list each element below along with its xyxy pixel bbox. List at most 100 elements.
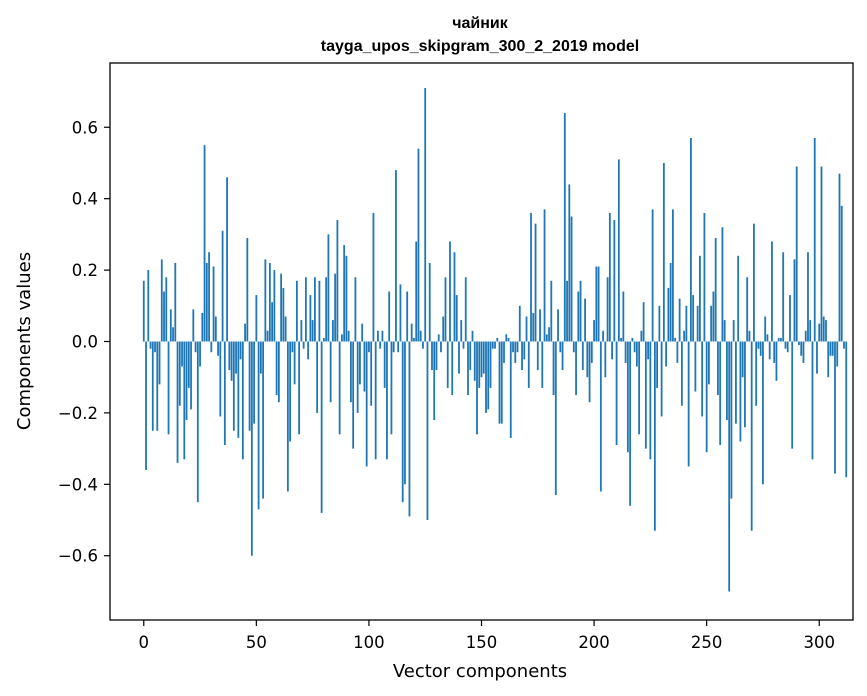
bar-component-23 [194,341,197,353]
bar-component-225 [649,341,652,460]
bar-component-258 [723,320,726,342]
bar-component-127 [428,262,431,342]
bar-component-111 [392,341,395,353]
bar-component-104 [377,330,379,342]
bar-component-130 [435,341,438,371]
bar-component-312 [845,341,848,478]
bar-component-69 [298,341,301,435]
y-tick-label: 0.6 [72,118,98,137]
bar-component-7 [158,341,161,385]
bar-component-212 [620,337,622,342]
bar-component-219 [635,341,638,367]
bar-component-177 [541,341,544,388]
y-tick-label: −0.4 [58,475,98,494]
y-tick-label: −0.6 [58,547,98,566]
bar-component-163 [509,341,512,438]
bar-component-5 [154,341,156,353]
bar-component-304 [827,341,830,378]
bar-component-232 [665,341,668,367]
bar-component-224 [647,341,650,360]
bar-component-64 [286,341,289,492]
bar-component-37 [226,177,228,342]
bar-component-15 [176,341,179,463]
bar-component-221 [640,330,643,342]
bar-component-123 [419,330,422,342]
bar-component-288 [791,341,794,449]
bar-component-183 [554,341,557,496]
bar-component-289 [793,259,796,342]
bar-component-33 [217,341,219,356]
bar-component-76 [313,277,316,342]
bar-component-278 [768,341,771,360]
bar-component-170 [525,316,528,342]
bar-component-13 [172,327,174,342]
bar-component-14 [174,262,177,342]
bar-component-223 [644,341,647,449]
bar-component-220 [638,341,641,435]
x-axis: 0 50 100 150 200 250 300 [139,620,835,652]
bar-component-19 [185,341,188,421]
bar-component-191 [572,341,575,353]
bar-component-291 [798,341,800,346]
bar-component-131 [437,334,440,342]
bar-component-119 [410,323,413,342]
bar-component-306 [831,341,834,356]
bar-component-36 [223,341,226,446]
bar-component-79 [320,341,323,513]
bar-component-145 [469,341,472,371]
bar-component-81 [325,277,328,342]
bar-component-194 [579,280,582,342]
bar-component-211 [617,159,620,342]
bar-component-47 [248,341,251,431]
y-tick-label: 0.4 [72,190,98,209]
bar-component-56 [268,262,271,342]
bar-component-2 [147,270,150,342]
bar-component-286 [786,341,789,353]
bar-component-245 [694,341,697,392]
bar-component-164 [512,341,514,353]
bar-component-143 [464,277,467,342]
bar-component-134 [444,277,447,342]
bar-component-156 [494,341,496,349]
bar-component-298 [813,137,816,342]
bar-component-173 [532,312,535,342]
bar-component-6 [156,341,159,431]
bar-component-264 [737,255,740,342]
bar-component-100 [368,341,370,353]
bar-component-25 [199,341,201,367]
bar-component-199 [590,341,593,363]
bar-component-154 [489,341,492,388]
bar-component-260 [728,341,731,592]
bar-component-230 [660,341,663,417]
bar-component-202 [597,266,600,342]
bar-component-301 [820,166,823,342]
bar-component-171 [527,341,530,388]
bar-component-75 [311,320,314,342]
bar-component-50 [255,295,258,342]
bar-component-284 [782,252,785,342]
bar-component-97 [361,323,364,342]
bar-component-65 [289,341,292,442]
bar-component-153 [487,341,490,410]
bar-component-290 [795,166,798,342]
bar-component-185 [559,341,562,353]
bar-component-193 [577,291,580,342]
bar-component-31 [212,266,215,342]
bar-component-180 [548,327,550,342]
bar-component-24 [196,341,199,503]
bar-component-144 [467,341,469,396]
bar-component-179 [545,334,548,342]
bar-component-105 [379,341,382,349]
bar-component-133 [442,316,445,342]
bar-component-72 [304,277,307,342]
bar-component-227 [653,341,656,531]
bar-component-58 [273,270,276,342]
x-tick-label: 150 [466,633,498,652]
bar-component-251 [708,341,710,385]
bar-component-48 [250,341,253,556]
bar-component-174 [534,223,537,342]
bar-component-176 [539,309,541,342]
bar-component-237 [676,341,679,363]
bar-component-118 [408,341,411,517]
bar-component-273 [757,341,760,349]
